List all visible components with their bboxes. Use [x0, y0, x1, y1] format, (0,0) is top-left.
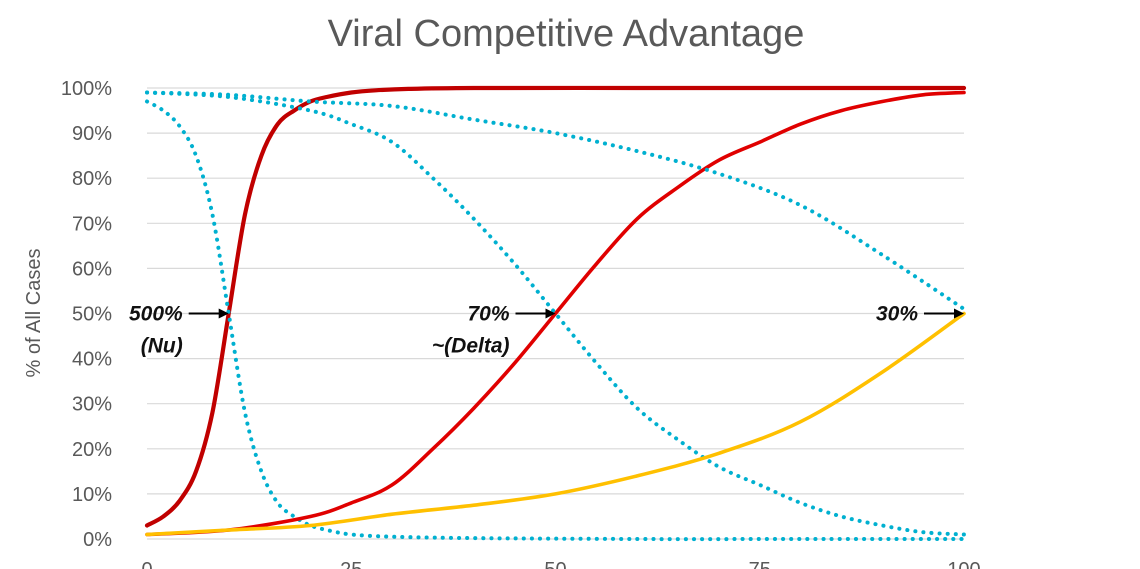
y-tick-label: 50% — [72, 304, 112, 326]
x-tick-label: 25 — [340, 559, 362, 569]
y-tick-labels: 0% 10% 20% 30% 40% 50% 60% 70% 80% 90% 100% — [61, 78, 112, 551]
series-line-3 — [145, 90, 966, 537]
y-tick-label: 100% — [61, 78, 112, 100]
x-tick-label: 50 — [544, 559, 566, 569]
annotation-label: 500% — [129, 303, 183, 326]
annotation-label: (Nu) — [141, 335, 183, 358]
x-tick-label: 75 — [749, 559, 771, 569]
annotation-label: 30% — [876, 303, 918, 326]
x-tick-label: 0 — [141, 559, 152, 569]
x-tick-label: 100 — [947, 559, 980, 569]
series-group — [144, 85, 967, 542]
series-line-5 — [145, 311, 966, 537]
y-tick-label: 20% — [72, 439, 112, 461]
y-tick-label: 80% — [72, 168, 112, 190]
chart-title: Viral Competitive Advantage — [328, 13, 805, 55]
series-line-1 — [144, 85, 967, 528]
y-tick-label: 70% — [72, 213, 112, 235]
y-tick-label: 0% — [83, 529, 112, 551]
series-line-6 — [145, 90, 966, 311]
y-tick-label: 60% — [72, 258, 112, 280]
y-tick-label: 40% — [72, 349, 112, 371]
annotation-label: 70% — [467, 303, 509, 326]
y-axis-label: % of All Cases — [23, 249, 45, 378]
x-tick-labels: 0 25 50 75 100 — [141, 559, 980, 569]
y-tick-label: 90% — [72, 123, 112, 145]
series-line-2 — [145, 99, 966, 542]
y-tick-label: 10% — [72, 484, 112, 506]
y-tick-label: 30% — [72, 394, 112, 416]
annotation-label: ~(Delta) — [432, 335, 510, 358]
annotations: 500% (Nu) 70% ~(Delta) 30% — [129, 303, 964, 358]
